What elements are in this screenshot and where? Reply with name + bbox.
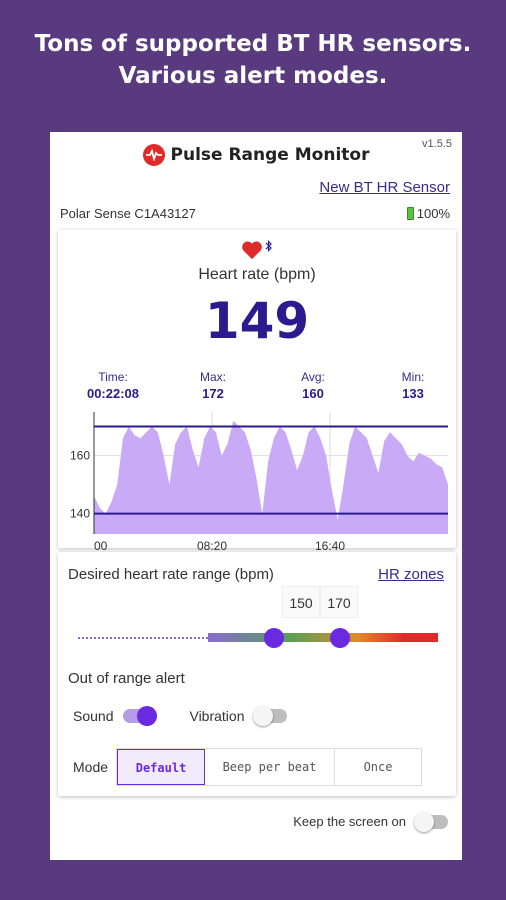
slider-track-inactive	[78, 637, 208, 639]
app-screen: v1.5.5 Pulse Range Monitor New BT HR Sen…	[50, 132, 462, 860]
heart-rate-chart: 160 140 00 08:20 16:40	[70, 412, 448, 550]
new-sensor-link[interactable]: New BT HR Sensor	[319, 179, 450, 196]
heart-icon	[242, 241, 262, 260]
stat-avg: Avg: 160	[278, 370, 348, 401]
mode-beep-per-beat-button[interactable]: Beep per beat	[205, 749, 336, 785]
range-low-value: 150	[282, 586, 320, 618]
pulse-logo-icon	[142, 144, 165, 166]
sensor-name: Polar Sense C1A43127	[60, 206, 196, 221]
stat-min-value: 133	[402, 386, 424, 401]
keep-screen-row: Keep the screen on	[293, 811, 448, 832]
chart-x-tick-label-2: 16:40	[315, 539, 345, 550]
mode-row: Mode Default Beep per beat Once	[73, 748, 423, 786]
heart-rate-card: Heart rate (bpm) 149 Time: 00:22:08 Max: 1…	[58, 230, 456, 550]
stat-time-label: Time:	[98, 370, 128, 384]
stat-avg-label: Avg:	[301, 370, 325, 384]
chart-area-series	[94, 420, 448, 534]
bluetooth-icon	[265, 240, 272, 252]
range-high-value: 170	[320, 586, 358, 618]
slider-thumb-high[interactable]	[329, 628, 350, 648]
range-slider[interactable]	[78, 628, 438, 648]
vibration-toggle-knob	[252, 706, 273, 726]
promo-line-2: Various alert modes.	[118, 63, 388, 89]
stat-min: Min: 133	[378, 370, 448, 401]
stat-max: Max: 172	[178, 370, 248, 401]
keep-screen-toggle-knob	[414, 811, 434, 832]
sound-label: Sound	[73, 708, 114, 724]
keep-screen-label: Keep the screen on	[293, 814, 406, 829]
vibration-label: Vibration	[189, 708, 245, 724]
chart-y-tick-label-0: 160	[70, 449, 90, 463]
stat-time-value: 00:22:08	[86, 386, 140, 401]
chart-x-tick-label-0: 00	[94, 539, 108, 550]
app-header: Pulse Range Monitor	[50, 144, 462, 166]
stats-row: Time: 00:22:08 Max: 172 Avg: 160 Min: 133	[78, 370, 448, 401]
alert-title: Out of range alert	[68, 670, 185, 687]
heart-rate-value: 149	[204, 292, 310, 350]
alert-toggles: Sound Vibration	[73, 706, 287, 726]
version-label: v1.5.5	[422, 138, 452, 150]
range-values: 150 170	[282, 586, 358, 618]
stat-max-label: Max:	[199, 370, 226, 384]
sound-toggle[interactable]	[123, 706, 158, 726]
slider-thumb-low[interactable]	[264, 628, 285, 648]
mode-default-button[interactable]: Default	[117, 749, 206, 785]
chart-y-tick-label-1: 140	[70, 507, 90, 521]
range-title: Desired heart rate range (bpm)	[68, 566, 274, 583]
hr-zones-link[interactable]: HR zones	[378, 566, 444, 583]
battery-level: 100%	[416, 206, 450, 221]
range-card: Desired heart rate range (bpm) HR zones …	[58, 552, 456, 796]
stat-max-value: 172	[202, 386, 224, 401]
chart-x-tick-label-1: 08:20	[197, 539, 227, 550]
slider-track-gradient	[208, 633, 438, 642]
battery-icon	[406, 207, 414, 220]
vibration-toggle[interactable]	[252, 706, 287, 726]
app-title: Pulse Range Monitor	[170, 145, 370, 165]
mode-once-button[interactable]: Once	[363, 760, 393, 774]
stat-avg-value: 160	[302, 386, 324, 401]
heart-status	[58, 240, 456, 260]
promo-caption: Tons of supported BT HR sensors. Various…	[0, 28, 506, 92]
mode-label: Mode	[73, 759, 109, 775]
heart-rate-label: Heart rate (bpm)	[198, 266, 316, 283]
promo-line-1: Tons of supported BT HR sensors.	[34, 31, 472, 57]
keep-screen-toggle[interactable]	[414, 811, 448, 832]
battery-status: 100%	[406, 206, 450, 221]
stat-time: Time: 00:22:08	[78, 370, 148, 401]
stat-min-label: Min:	[401, 370, 425, 384]
sound-toggle-knob	[137, 706, 158, 726]
mode-selector: Default Beep per beat Once	[116, 748, 423, 786]
